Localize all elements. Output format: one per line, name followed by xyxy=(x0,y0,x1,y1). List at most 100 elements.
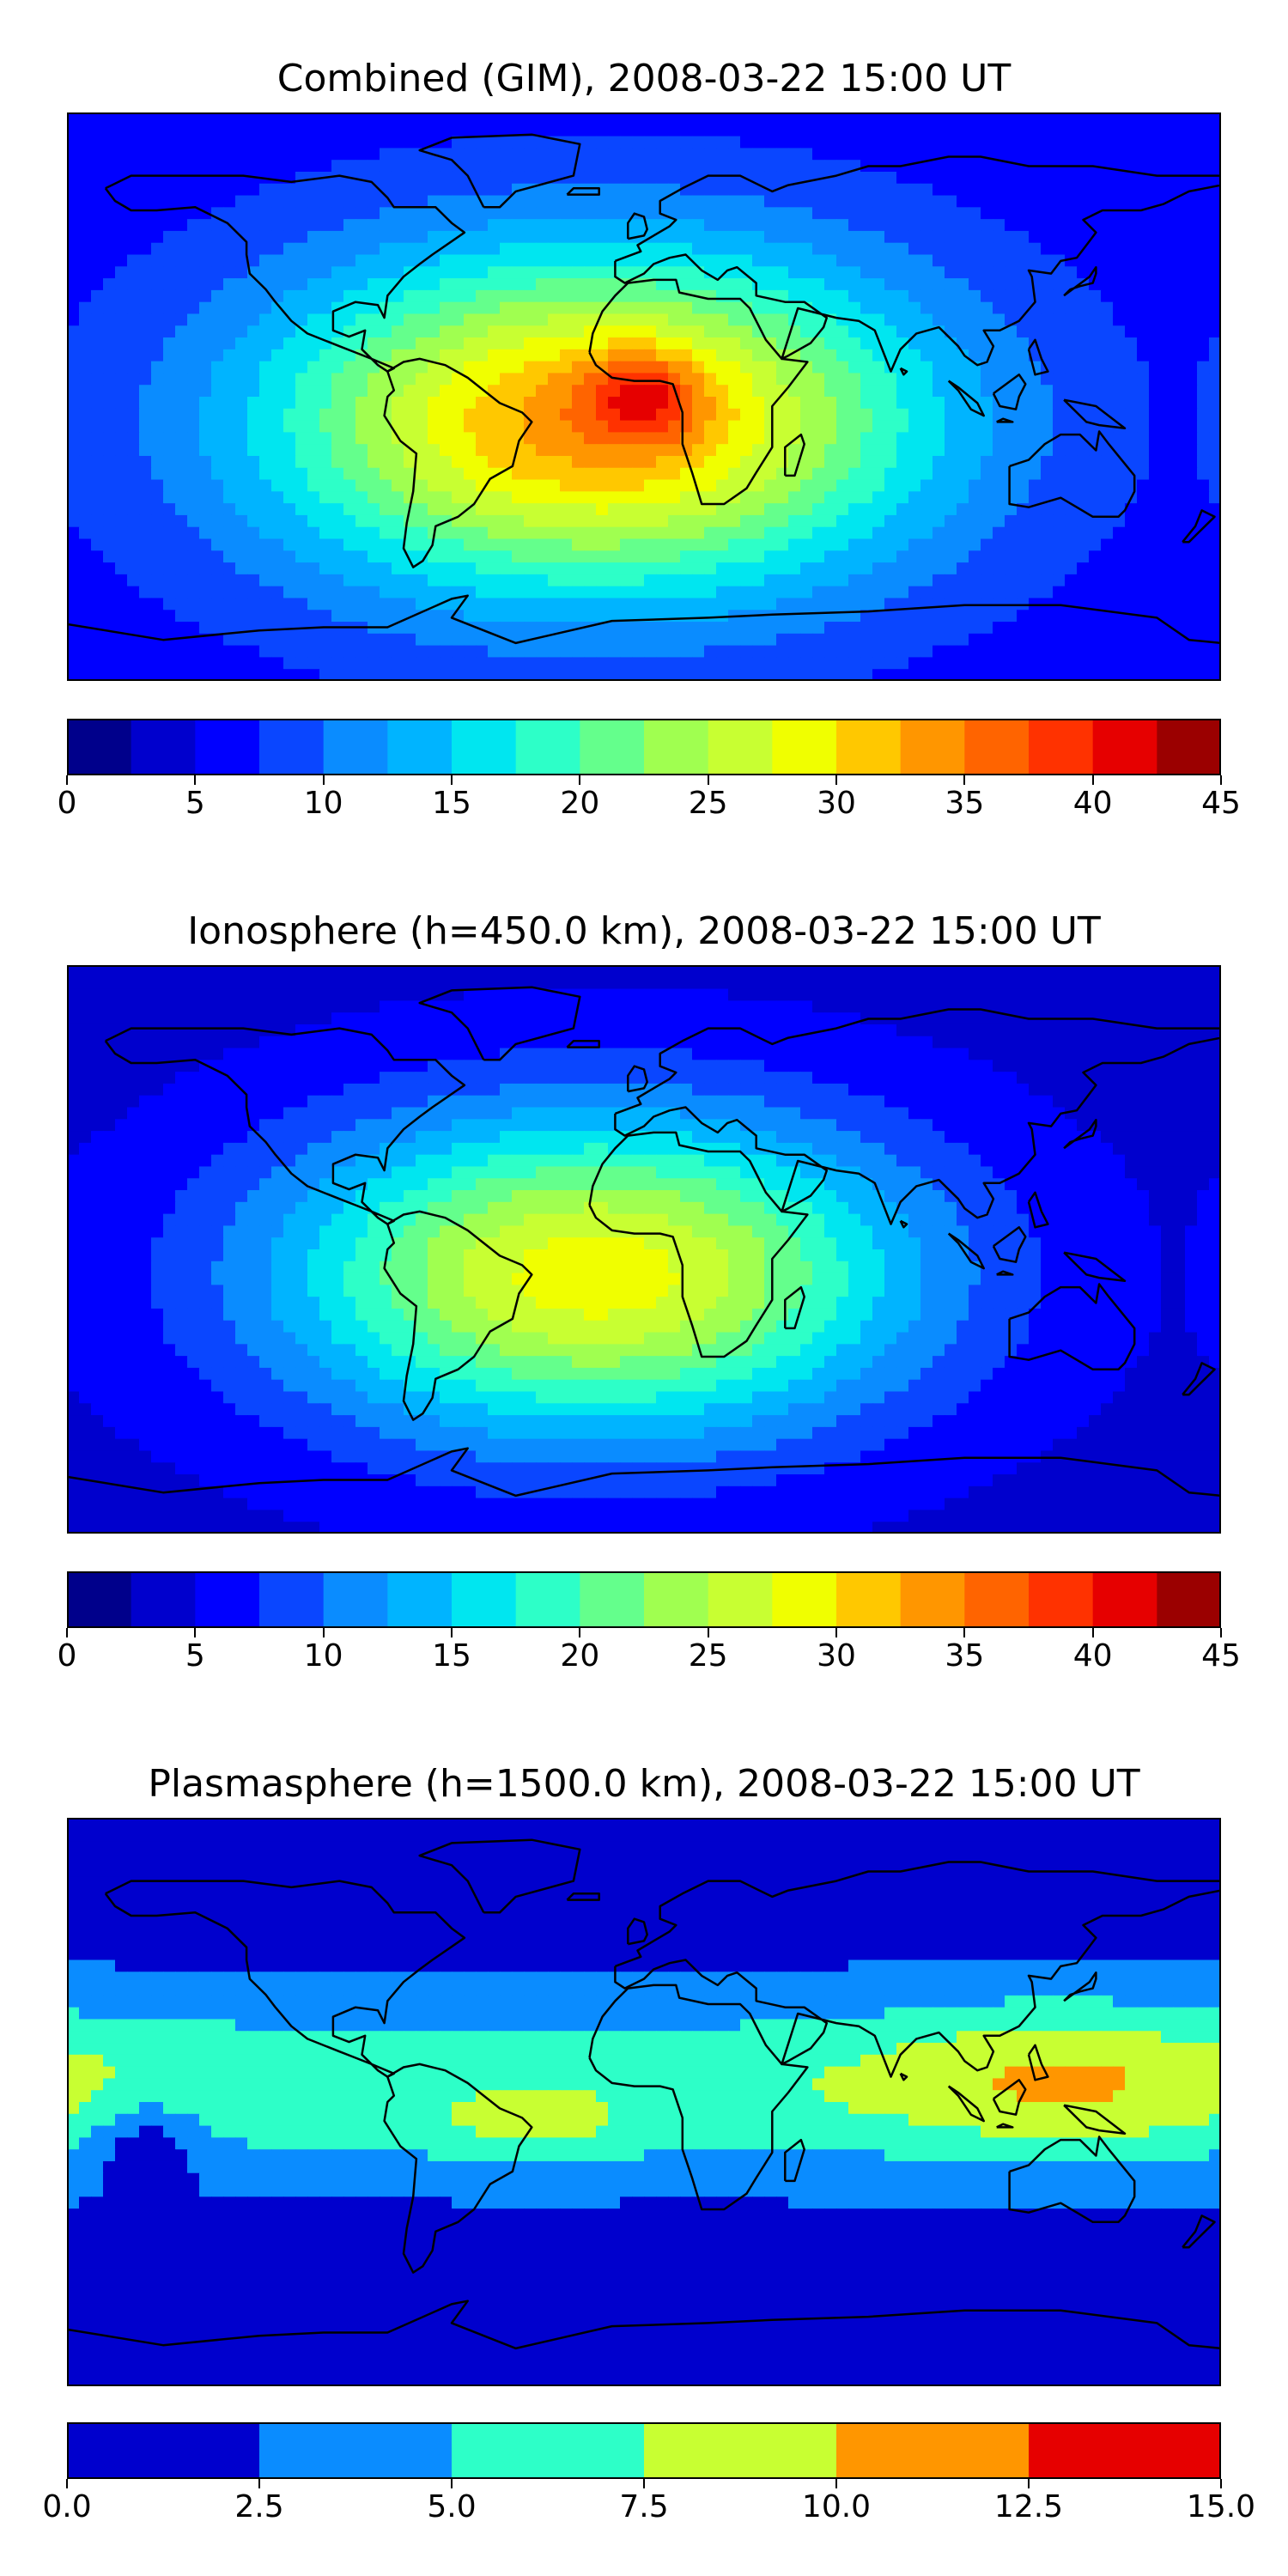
heatmap-cell xyxy=(824,479,837,492)
heatmap-cell xyxy=(1149,325,1162,338)
heatmap-cell xyxy=(79,444,92,457)
heatmap-cell xyxy=(404,195,416,208)
heatmap-cell xyxy=(1077,526,1090,540)
heatmap-cell xyxy=(259,562,272,575)
heatmap-cell xyxy=(620,325,633,338)
heatmap-cell xyxy=(1125,514,1138,528)
heatmap-cell xyxy=(175,586,188,599)
heatmap-cell xyxy=(235,526,248,540)
heatmap-cell xyxy=(969,230,981,244)
heatmap-cell xyxy=(836,988,849,1001)
heatmap-cell xyxy=(1125,444,1138,457)
heatmap-cell xyxy=(668,337,681,350)
heatmap-cell xyxy=(428,965,440,978)
heatmap-cell xyxy=(488,657,501,670)
heatmap-cell xyxy=(740,988,753,1001)
heatmap-cell xyxy=(91,349,104,362)
heatmap-cell xyxy=(1017,207,1030,220)
heatmap-cell xyxy=(175,526,188,540)
heatmap-cell xyxy=(1041,230,1054,244)
heatmap-cell xyxy=(957,657,969,670)
heatmap-cell xyxy=(920,645,933,659)
heatmap-cell xyxy=(163,337,176,350)
heatmap-cell xyxy=(836,207,849,220)
heatmap-cell xyxy=(957,160,969,173)
heatmap-cell xyxy=(1005,645,1018,659)
heatmap-cell xyxy=(67,491,80,504)
heatmap-cell xyxy=(1029,254,1042,267)
heatmap-cell xyxy=(896,112,909,125)
heatmap-cell xyxy=(872,171,885,185)
heatmap-cell xyxy=(536,562,549,575)
heatmap-cell xyxy=(1029,432,1042,445)
heatmap-cell xyxy=(993,242,1005,256)
heatmap-cell xyxy=(163,313,176,326)
heatmap-cell xyxy=(584,562,597,575)
heatmap-cell xyxy=(608,503,621,516)
heatmap-cell xyxy=(235,183,248,197)
heatmap-cell xyxy=(884,207,897,220)
heatmap-cell xyxy=(957,669,969,681)
heatmap-cell xyxy=(716,242,729,256)
heatmap-cell xyxy=(1209,622,1221,635)
heatmap-cell xyxy=(1149,444,1162,457)
heatmap-cell xyxy=(259,385,272,398)
heatmap-cell xyxy=(355,385,368,398)
heatmap-cell xyxy=(175,455,188,469)
heatmap-cell xyxy=(187,112,200,125)
heatmap-cell xyxy=(331,349,344,362)
heatmap-cell xyxy=(1113,503,1126,516)
heatmap-cell xyxy=(957,444,969,457)
heatmap-cell xyxy=(380,965,392,978)
heatmap-cell xyxy=(692,574,705,587)
heatmap-cell xyxy=(908,313,921,326)
heatmap-cell xyxy=(945,124,957,137)
heatmap-cell xyxy=(764,574,777,587)
heatmap-cell xyxy=(776,301,789,315)
heatmap-cell xyxy=(392,965,404,978)
heatmap-cell xyxy=(872,562,885,575)
heatmap-cell xyxy=(1113,325,1126,338)
heatmap-cell xyxy=(1137,526,1150,540)
heatmap-cell xyxy=(1185,550,1198,563)
heatmap-cell xyxy=(884,289,897,303)
heatmap-cell xyxy=(981,562,993,575)
heatmap-cell xyxy=(211,1000,224,1013)
heatmap-cell xyxy=(127,586,140,599)
heatmap-cell xyxy=(548,420,561,433)
heatmap-cell xyxy=(1089,254,1102,267)
heatmap-cell xyxy=(307,183,320,197)
heatmap-cell xyxy=(548,397,561,410)
heatmap-cell xyxy=(331,278,344,291)
heatmap-cell xyxy=(800,373,813,386)
heatmap-cell xyxy=(1065,586,1078,599)
heatmap-cell xyxy=(933,171,945,185)
heatmap-cell xyxy=(788,385,801,398)
heatmap-cell xyxy=(764,160,777,173)
heatmap-cell xyxy=(187,657,200,670)
heatmap-cell xyxy=(836,538,849,551)
heatmap-cell xyxy=(67,526,80,540)
heatmap-cell xyxy=(283,586,296,599)
heatmap-cell xyxy=(440,301,453,315)
heatmap-cell xyxy=(945,160,957,173)
heatmap-cell xyxy=(1197,254,1210,267)
heatmap-cell xyxy=(981,313,993,326)
heatmap-cell xyxy=(596,219,609,232)
heatmap-cell xyxy=(500,562,513,575)
heatmap-cell xyxy=(981,254,993,267)
heatmap-cell xyxy=(824,361,837,374)
heatmap-cell xyxy=(259,160,272,173)
heatmap-cell xyxy=(584,361,597,374)
heatmap-cell xyxy=(536,988,549,1001)
heatmap-cell xyxy=(704,219,717,232)
heatmap-cell xyxy=(404,467,416,481)
heatmap-cell xyxy=(969,160,981,173)
heatmap-cell xyxy=(1149,207,1162,220)
heatmap-cell xyxy=(969,586,981,599)
heatmap-cell xyxy=(981,112,993,125)
heatmap-cell xyxy=(488,385,501,398)
heatmap-cell xyxy=(187,526,200,540)
heatmap-cell xyxy=(500,242,513,256)
heatmap-cell xyxy=(512,361,525,374)
